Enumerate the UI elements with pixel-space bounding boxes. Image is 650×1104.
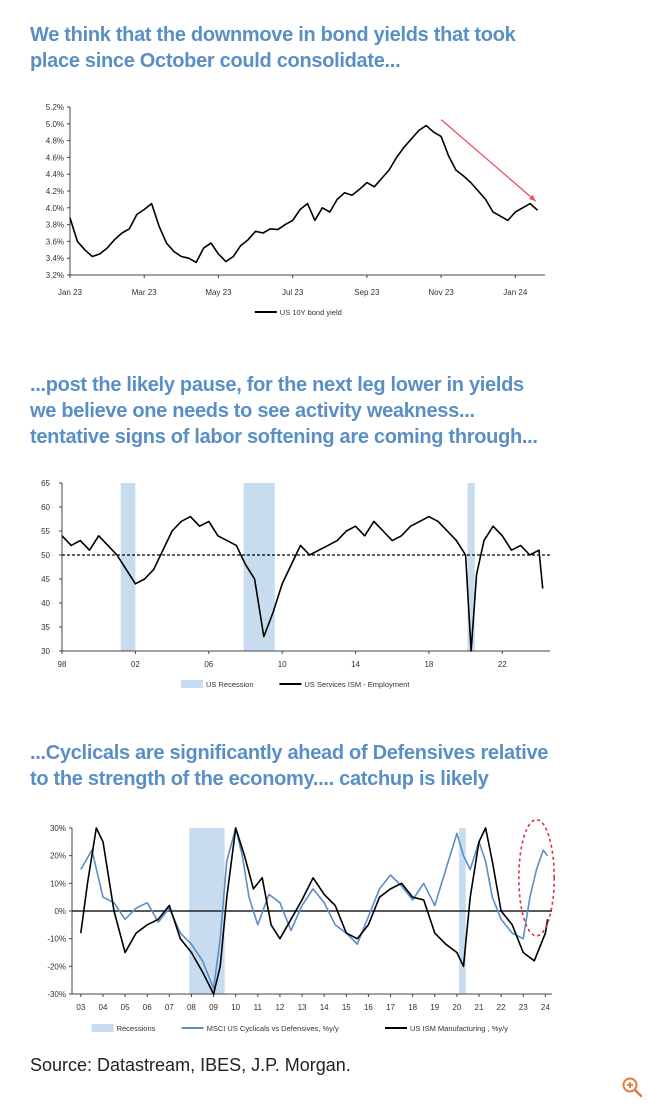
x-tick-label: 06 (204, 660, 213, 669)
source-note: Source: Datastream, IBES, J.P. Morgan. (30, 1055, 351, 1075)
x-tick-label: 03 (76, 1003, 85, 1012)
x-tick-label: 21 (475, 1003, 484, 1012)
series-line-0 (69, 124, 539, 264)
x-tick-label: May 23 (205, 288, 232, 297)
chart1-heading: We think that the downmove in bond yield… (30, 22, 516, 74)
y-tick-label: 3.8% (46, 221, 64, 230)
y-tick-label: 4.0% (46, 204, 64, 213)
trend-arrow-head (529, 194, 536, 202)
y-tick-label: 30 (41, 647, 50, 656)
ism-employment-chart: 30 35 40 45 50 55 60 65 98 02 06 10 14 18 22 US Recessi… (41, 479, 550, 689)
x-tick-label: 07 (165, 1003, 174, 1012)
y-tick-label: 45 (41, 575, 50, 584)
x-tick-label: 05 (121, 1003, 130, 1012)
legend-label: US 10Y bond yield (280, 308, 342, 317)
x-tick-label: 17 (386, 1003, 395, 1012)
legend-label: US ISM Manufacturing , %y/y (410, 1024, 508, 1033)
zoom-in-icon[interactable] (620, 1075, 644, 1099)
x-tick-label: 15 (342, 1003, 351, 1012)
x-tick-label: 09 (209, 1003, 218, 1012)
x-tick-label: 13 (298, 1003, 307, 1012)
y-tick-label: 5.0% (46, 120, 64, 129)
x-tick-label: 24 (541, 1003, 550, 1012)
x-tick-label: 16 (364, 1003, 373, 1012)
y-tick-label: 30% (50, 824, 66, 833)
trend-arrow-line (440, 119, 537, 202)
y-tick-label: -10% (47, 935, 66, 944)
y-tick-label: 4.6% (46, 153, 64, 162)
x-tick-label: 10 (278, 660, 287, 669)
series-line-1 (61, 515, 544, 652)
x-tick-label: 14 (351, 660, 360, 669)
legend-swatch (91, 1024, 114, 1032)
y-tick-label: 35 (41, 623, 50, 632)
x-tick-label: Mar 23 (132, 288, 157, 297)
x-tick-label: Jul 23 (282, 288, 304, 297)
chart2-heading-line3: tentative signs of labor softening are c… (30, 426, 538, 448)
chart1-heading-line2: place since October could consolidate... (30, 50, 401, 72)
x-tick-label: Sep 23 (354, 288, 380, 297)
x-tick-label: 22 (498, 660, 507, 669)
chart3-heading: ...Cyclicals are significantly ahead of … (30, 740, 548, 792)
recession-band (120, 483, 136, 651)
x-tick-label: Jan 23 (58, 288, 83, 297)
y-tick-label: -30% (47, 990, 66, 999)
x-tick-label: Nov 23 (428, 288, 454, 297)
x-tick-label: 14 (320, 1003, 329, 1012)
x-tick-label: 18 (408, 1003, 417, 1012)
y-tick-label: 40 (41, 599, 50, 608)
cyclicals-vs-defensives-chart: -30% -20% -10% 0% 10% 20% 30% 03 04 05 06 07 08 09 10 1… (47, 818, 556, 1033)
x-tick-label: 02 (131, 660, 140, 669)
legend-label: Recessions (117, 1024, 156, 1033)
y-tick-label: 60 (41, 503, 50, 512)
x-tick-label: 19 (430, 1003, 439, 1012)
x-tick-label: 10 (231, 1003, 240, 1012)
y-tick-label: 3.6% (46, 237, 64, 246)
series-line-2 (80, 827, 549, 995)
x-tick-label: 98 (58, 660, 67, 669)
recession-band (243, 483, 275, 651)
legend-label: US Recession (206, 680, 254, 689)
x-tick-label: 23 (519, 1003, 528, 1012)
x-tick-label: 08 (187, 1003, 196, 1012)
y-tick-label: 3.2% (46, 271, 64, 280)
y-tick-label: 20% (50, 852, 66, 861)
recession-band (467, 483, 475, 651)
y-tick-label: 5.2% (46, 103, 64, 112)
x-tick-label: 11 (254, 1003, 263, 1012)
chart2-heading-line1: ...post the likely pause, for the next l… (30, 374, 524, 396)
y-tick-label: 50 (41, 551, 50, 560)
legend-label: MSCI US Cyclicals vs Defensives, %y/y (207, 1024, 339, 1033)
y-tick-label: 4.2% (46, 187, 64, 196)
y-tick-label: 0% (54, 907, 66, 916)
x-tick-label: 06 (143, 1003, 152, 1012)
chart2-heading-line2: we believe one needs to see activity wea… (30, 400, 475, 422)
legend-label: US Services ISM - Employment (304, 680, 410, 689)
x-tick-label: 22 (497, 1003, 506, 1012)
chart3-heading-line2: to the strength of the economy.... catch… (30, 768, 489, 790)
y-tick-label: 3.4% (46, 254, 64, 263)
y-tick-label: 65 (41, 479, 50, 488)
chart2-heading: ...post the likely pause, for the next l… (30, 372, 538, 450)
y-tick-label: 4.8% (46, 137, 64, 146)
y-tick-label: 4.4% (46, 170, 64, 179)
y-tick-label: 55 (41, 527, 50, 536)
y-tick-label: -20% (47, 962, 66, 971)
chart3-heading-line1: ...Cyclicals are significantly ahead of … (30, 742, 549, 764)
bond-yield-chart: 3.2% 3.4% 3.6% 3.8% 4.0% 4.2% 4.4% 4.6% 4.8% 5.0%… (46, 103, 545, 317)
x-tick-label: 18 (424, 660, 433, 669)
legend-swatch (181, 680, 203, 688)
x-tick-label: 04 (99, 1003, 108, 1012)
x-tick-label: Jan 24 (503, 288, 528, 297)
highlight-ellipse (518, 818, 556, 937)
x-tick-label: 12 (275, 1003, 284, 1012)
chart1-heading-line1: We think that the downmove in bond yield… (30, 24, 516, 46)
series-line-1 (80, 827, 549, 990)
x-tick-label: 20 (452, 1003, 461, 1012)
y-tick-label: 10% (50, 879, 66, 888)
